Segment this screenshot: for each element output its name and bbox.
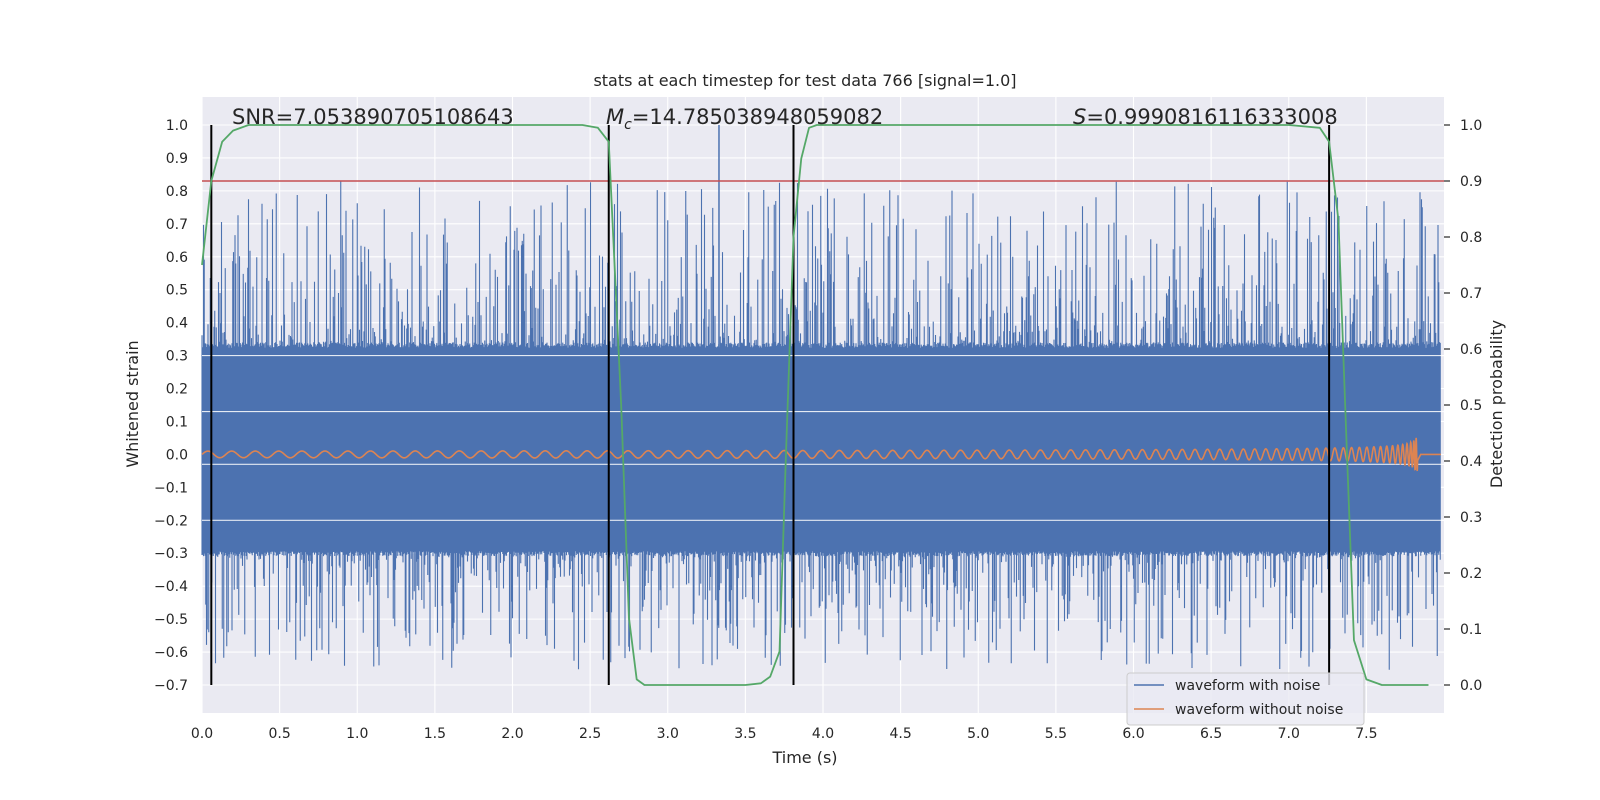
chirp-mass-annotation: Mc=14.785038948059082 bbox=[606, 105, 883, 133]
x-tick-label: 5.0 bbox=[967, 726, 989, 742]
y-tick-label: −0.2 bbox=[154, 513, 188, 529]
x-tick-label: 6.5 bbox=[1200, 726, 1222, 742]
chirp-mass-value: =14.785038948059082 bbox=[632, 105, 883, 129]
x-tick-label: 1.0 bbox=[346, 726, 368, 742]
y-tick-label: 0.8 bbox=[166, 184, 188, 200]
y2-tick-label: 0.3 bbox=[1460, 510, 1482, 526]
chart-title: stats at each timestep for test data 766… bbox=[593, 71, 1016, 90]
legend-label-chirp: waveform without noise bbox=[1175, 702, 1343, 718]
y2-tick-label: 0.0 bbox=[1460, 678, 1482, 694]
chirp-mass-subscript: c bbox=[624, 117, 632, 133]
x-tick-label: 0.5 bbox=[268, 726, 290, 742]
y-tick-label: −0.5 bbox=[154, 612, 188, 628]
axes: 0.0 0.5 1.0 1.5 2.0 2.5 3.0 3.5 4.0 4.5 5.0 5.5 6.0 6… bbox=[154, 118, 1482, 742]
x-tick-label: 2.0 bbox=[501, 726, 523, 742]
legend: waveform with noise waveform without noi… bbox=[1126, 672, 1365, 726]
y-tick-label: 0.5 bbox=[166, 283, 188, 299]
x-tick-label: 2.5 bbox=[579, 726, 601, 742]
score-symbol: S bbox=[1073, 105, 1086, 129]
x-tick-label: 3.5 bbox=[734, 726, 756, 742]
y2-tick-label: 0.9 bbox=[1460, 174, 1482, 190]
x-tick-label: 7.0 bbox=[1278, 726, 1300, 742]
y-tick-label: 0.3 bbox=[166, 349, 188, 365]
y-tick-label: −0.6 bbox=[154, 645, 188, 661]
x-tick-label: 1.5 bbox=[424, 726, 446, 742]
score-value: =0.9990816116333008 bbox=[1086, 105, 1337, 129]
y-tick-label: 1.0 bbox=[166, 118, 188, 134]
y-tick-label: −0.4 bbox=[154, 579, 188, 595]
y2-axis-label: Detection probability bbox=[1487, 320, 1506, 488]
y-tick-label: 0.6 bbox=[166, 250, 188, 266]
noise-waveform bbox=[201, 125, 1444, 670]
chirp-mass-symbol: M bbox=[606, 105, 624, 129]
y2-tick-label: 1.0 bbox=[1460, 118, 1482, 134]
x-tick-label: 0.0 bbox=[191, 726, 213, 742]
x-tick-label: 4.5 bbox=[889, 726, 911, 742]
y-tick-label: 0.4 bbox=[166, 316, 188, 332]
y2-tick-label: 0.5 bbox=[1460, 398, 1482, 414]
y2-tick-label: 0.8 bbox=[1460, 230, 1482, 246]
y-tick-label: 0.1 bbox=[166, 414, 188, 430]
x-tick-label: 3.0 bbox=[657, 726, 679, 742]
score-annotation: S=0.9990816116333008 bbox=[1073, 105, 1338, 129]
y-axis-label: Whitened strain bbox=[123, 340, 142, 467]
y-tick-label: 0.7 bbox=[166, 217, 188, 233]
x-axis-label: Time (s) bbox=[771, 748, 837, 767]
y2-tick-label: 0.6 bbox=[1460, 342, 1482, 358]
y2-tick-label: 0.1 bbox=[1460, 622, 1482, 638]
y-tick-label: 0.2 bbox=[166, 382, 188, 398]
overlay-lines bbox=[201, 124, 1444, 686]
detection-probability-line bbox=[201, 124, 1429, 686]
y-tick-label: −0.1 bbox=[154, 480, 188, 496]
y2-tick-label: 0.7 bbox=[1460, 286, 1482, 302]
x-tick-label: 6.0 bbox=[1122, 726, 1144, 742]
y-tick-label: 0.9 bbox=[166, 151, 188, 167]
x-tick-label: 4.0 bbox=[812, 726, 834, 742]
chirp-waveform bbox=[201, 437, 1441, 472]
legend-label-noise: waveform with noise bbox=[1175, 678, 1320, 694]
x-tick-label: 5.5 bbox=[1045, 726, 1067, 742]
chirp-waveform-trace bbox=[201, 437, 1441, 472]
y2-tick-label: 0.2 bbox=[1460, 566, 1482, 582]
x-tick-label: 7.5 bbox=[1355, 726, 1377, 742]
y-tick-label: −0.7 bbox=[154, 678, 188, 694]
y2-tick-label: 0.4 bbox=[1460, 454, 1482, 470]
snr-annotation: SNR=7.053890705108643 bbox=[232, 105, 514, 129]
legend-box bbox=[1126, 672, 1365, 726]
y-tick-label: −0.3 bbox=[154, 546, 188, 562]
y-tick-label: 0.0 bbox=[166, 447, 188, 463]
